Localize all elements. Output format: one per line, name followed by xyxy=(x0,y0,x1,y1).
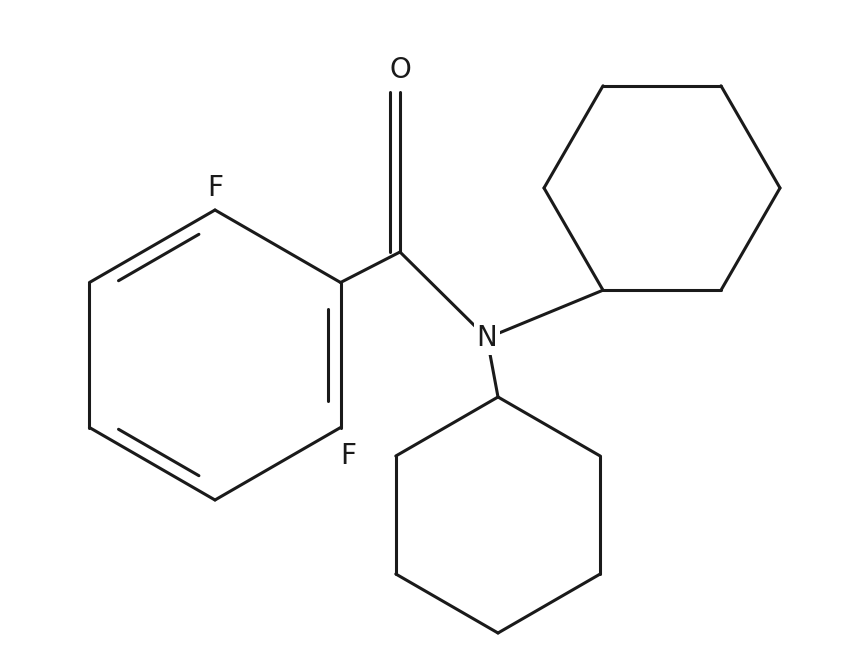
Text: O: O xyxy=(389,56,411,84)
Text: F: F xyxy=(341,441,356,470)
Text: F: F xyxy=(207,174,223,202)
Text: N: N xyxy=(477,324,497,352)
